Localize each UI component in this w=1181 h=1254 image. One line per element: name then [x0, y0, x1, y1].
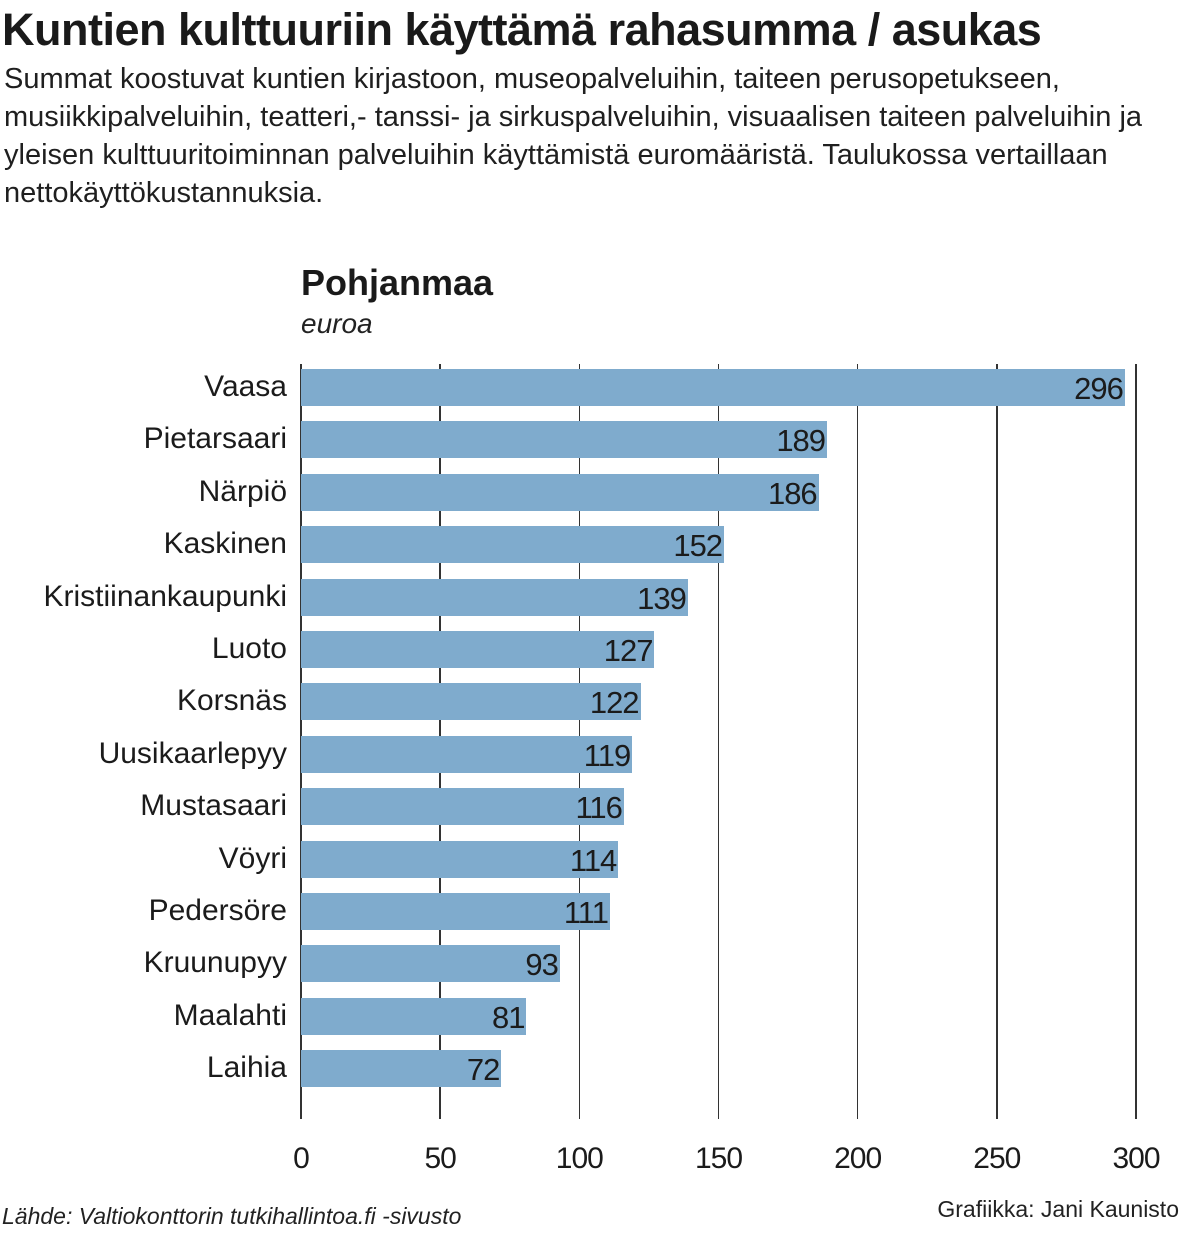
category-label: Korsnäs — [176, 684, 287, 718]
bar: 189 — [301, 421, 828, 459]
gridline — [717, 364, 720, 1119]
bar: 122 — [301, 683, 641, 721]
unit-label: euroa — [301, 308, 373, 339]
bar-value-label: 81 — [491, 999, 525, 1035]
category-label: Kruunupyy — [143, 946, 287, 980]
bar: 152 — [301, 526, 725, 564]
bar: 114 — [301, 840, 619, 878]
x-tick-label: 100 — [555, 1142, 604, 1175]
x-tick-label: 300 — [1112, 1142, 1160, 1175]
category-label: Kristiinankaupunki — [43, 579, 287, 613]
category-label: Närpiö — [198, 474, 287, 508]
bar-value-label: 186 — [767, 475, 818, 511]
bar-value-label: 114 — [569, 842, 617, 878]
x-tick-label: 150 — [694, 1142, 743, 1175]
bar-value-label: 122 — [589, 685, 640, 721]
bar: 296 — [301, 369, 1125, 406]
bar-value-label: 119 — [583, 737, 631, 773]
source-note: Lähde: Valtiokonttorin tutkihallintoa.fi… — [2, 1203, 462, 1229]
bar: 127 — [301, 631, 655, 668]
bar: 186 — [301, 473, 819, 511]
category-label: Laihia — [206, 1051, 287, 1085]
graphics-credit: Grafiikka: Jani Kaunisto — [937, 1196, 1179, 1222]
bar-value-label: 139 — [637, 580, 687, 616]
bar: 139 — [301, 578, 688, 616]
bar: 72 — [301, 1050, 502, 1088]
bar: 116 — [301, 788, 624, 826]
bar-value-label: 111 — [563, 895, 609, 930]
bar: 93 — [301, 945, 560, 983]
x-tick-label: 0 — [293, 1142, 310, 1175]
chart-description: Summat koostuvat kuntien kirjastoon, mus… — [4, 63, 1143, 209]
gridline — [1135, 364, 1137, 1119]
category-label: Vöyri — [218, 841, 287, 875]
x-tick-label: 200 — [834, 1142, 882, 1175]
gridline — [856, 364, 859, 1119]
category-label: Mustasaari — [140, 789, 287, 823]
category-label: Kaskinen — [163, 527, 287, 561]
bar: 81 — [301, 997, 527, 1035]
bar-value-label: 296 — [1074, 371, 1124, 406]
bar: 119 — [301, 735, 633, 773]
region-title: Pohjanmaa — [301, 262, 494, 303]
bar-value-label: 127 — [603, 633, 654, 668]
bar-value-label: 93 — [525, 947, 558, 983]
bar-value-label: 189 — [776, 423, 826, 459]
category-label: Maalahti — [173, 998, 287, 1032]
bar: 111 — [301, 893, 610, 930]
bar-value-label: 116 — [575, 790, 622, 826]
category-label: Luoto — [211, 632, 287, 665]
gridline — [996, 364, 998, 1119]
category-label: Vaasa — [204, 370, 287, 403]
bar-value-label: 152 — [673, 528, 723, 564]
chart-title: Kuntien kulttuuriin käyttämä rahasumma /… — [2, 4, 1042, 55]
x-tick-label: 50 — [424, 1142, 456, 1175]
category-label: Uusikaarlepyy — [98, 736, 287, 770]
category-label: Pedersöre — [148, 894, 287, 927]
bar-value-label: 72 — [466, 1052, 500, 1088]
x-tick-label: 250 — [973, 1142, 1021, 1175]
category-label: Pietarsaari — [143, 422, 287, 456]
